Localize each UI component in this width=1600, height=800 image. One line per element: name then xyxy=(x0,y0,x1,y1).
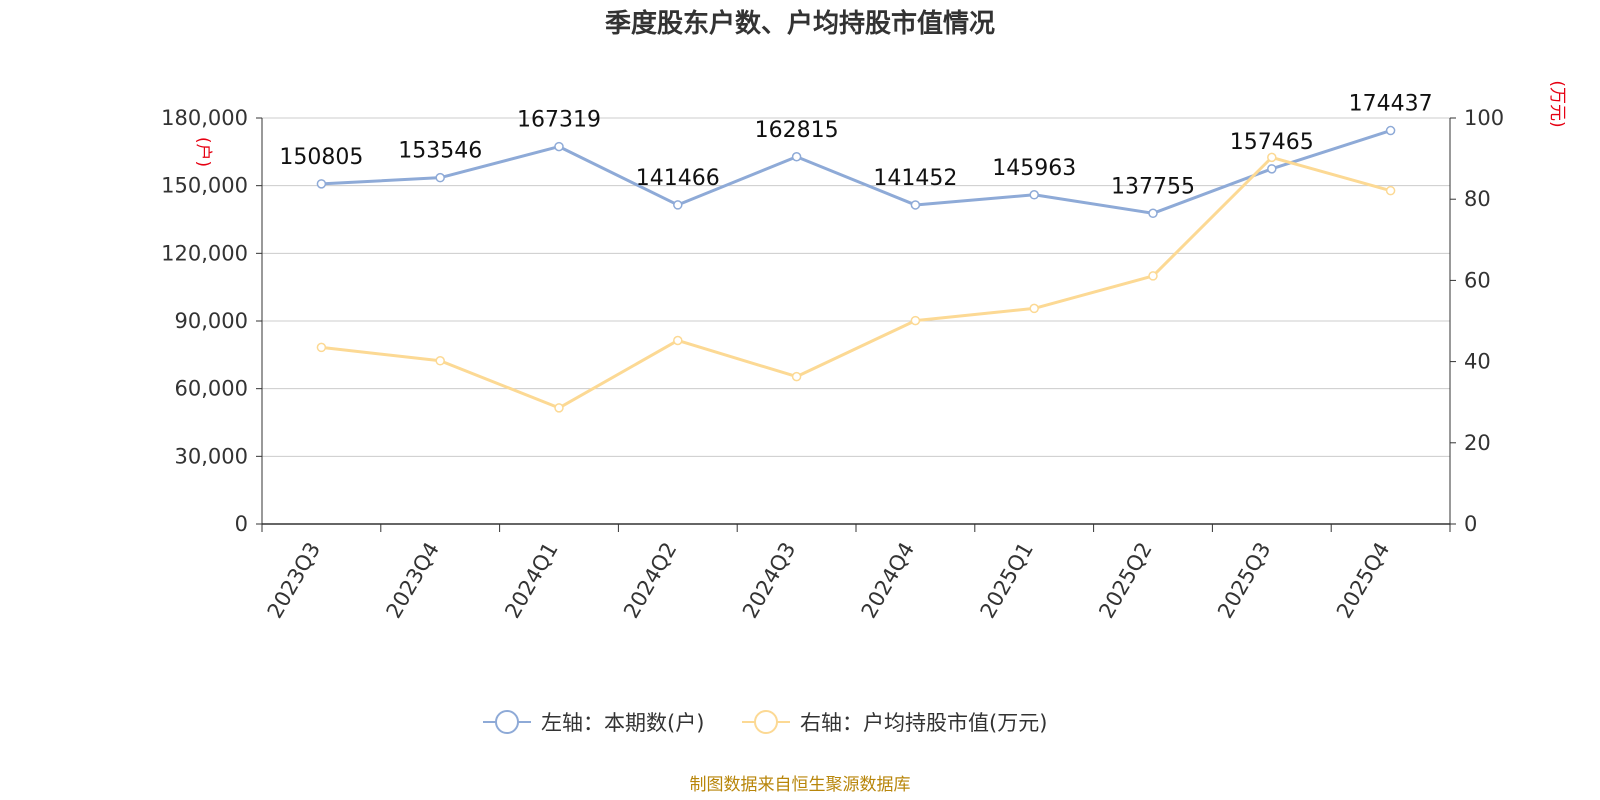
x-tick-label-7: 2025Q2 xyxy=(1094,538,1156,622)
series-1-point-5 xyxy=(910,315,921,326)
series-1-point-2 xyxy=(554,403,564,413)
data-label-8: 157465 xyxy=(1230,130,1314,155)
series-1-point-6 xyxy=(1029,303,1039,314)
x-tick-label-3: 2024Q2 xyxy=(619,538,681,622)
legend-item-left-series[interactable]: 左轴：本期数(户) xyxy=(483,710,704,735)
x-axis-ticks: 2023Q3 2023Q4 2024Q1 2024Q2 2024Q3 2024Q4 2025… xyxy=(261,524,1451,622)
data-label-0: 150805 xyxy=(279,145,363,170)
x-tick-label-2: 2024Q1 xyxy=(500,538,562,622)
left-tick-label-6: 180,000 xyxy=(161,106,248,130)
x-tick-label-4: 2024Q3 xyxy=(738,538,800,622)
series-0-point-3 xyxy=(673,200,683,210)
series-0-point-2 xyxy=(554,141,564,152)
x-tick-label-0: 2023Q3 xyxy=(263,538,325,622)
x-tick-label-8: 2025Q3 xyxy=(1213,538,1275,622)
series-0-point-7 xyxy=(1148,208,1158,219)
legend-label-left: 左轴：本期数(户) xyxy=(541,711,704,735)
series-1-point-7 xyxy=(1148,271,1158,281)
left-tick-label-5: 150,000 xyxy=(161,174,248,198)
left-axis-ticks: 0 30,000 60,000 90,000 120,000 150,000 180,000 xyxy=(161,106,262,536)
series-0-point-0 xyxy=(316,179,327,189)
legend-marker-right xyxy=(754,710,778,734)
data-label-5: 141452 xyxy=(873,166,957,191)
right-axis-unit: (万元) xyxy=(1547,80,1567,127)
series-0-point-4 xyxy=(791,152,802,162)
legend-item-right-series[interactable]: 右轴：户均持股市值(万元) xyxy=(742,710,1047,735)
data-label-1: 153546 xyxy=(398,139,482,164)
right-tick-label-5: 100 xyxy=(1464,106,1504,130)
data-label-7: 137755 xyxy=(1111,174,1195,199)
series-0-point-6 xyxy=(1029,190,1039,200)
x-tick-label-5: 2024Q4 xyxy=(857,538,919,622)
right-tick-label-2: 40 xyxy=(1464,350,1491,374)
right-tick-label-1: 20 xyxy=(1464,431,1491,455)
series-1-point-8 xyxy=(1267,152,1277,163)
chart-title: 季度股东户数、户均持股市值情况 xyxy=(605,8,995,39)
series-0-point-5 xyxy=(910,200,921,210)
series-1-point-4 xyxy=(791,371,802,382)
series-layer xyxy=(316,125,1396,413)
grid-lines xyxy=(262,117,1450,457)
source-note: 制图数据来自恒生聚源数据库 xyxy=(690,775,911,795)
series-line-1 xyxy=(321,155,1392,410)
left-tick-label-0: 0 xyxy=(235,512,248,536)
series-1-point-1 xyxy=(435,356,445,366)
left-axis-unit: (户) xyxy=(193,137,213,167)
legend-label-right: 右轴：户均持股市值(万元) xyxy=(800,711,1047,735)
x-tick-label-9: 2025Q4 xyxy=(1332,538,1394,622)
x-tick-label-1: 2023Q4 xyxy=(382,538,444,622)
data-labels: 150805 153546 167319 141466 162815 141452 1459… xyxy=(279,92,1432,200)
right-axis-ticks: 0 20 40 60 80 100 xyxy=(1450,106,1504,536)
x-tick-label-6: 2025Q1 xyxy=(976,538,1038,622)
series-1-point-3 xyxy=(673,335,683,346)
data-label-4: 162815 xyxy=(755,118,839,143)
data-label-6: 145963 xyxy=(992,156,1076,181)
left-tick-label-1: 30,000 xyxy=(175,444,248,468)
series-0-point-9 xyxy=(1385,125,1396,136)
left-tick-label-2: 60,000 xyxy=(175,377,248,401)
left-tick-label-3: 90,000 xyxy=(175,309,248,333)
data-label-3: 141466 xyxy=(636,166,720,191)
legend-marker-left xyxy=(495,710,519,734)
right-tick-label-4: 80 xyxy=(1464,187,1491,211)
series-0-point-1 xyxy=(435,172,445,183)
data-label-2: 167319 xyxy=(517,108,601,133)
right-tick-label-3: 60 xyxy=(1464,268,1491,292)
left-tick-label-4: 120,000 xyxy=(161,241,248,265)
right-tick-label-0: 0 xyxy=(1464,512,1477,536)
series-line-0 xyxy=(321,129,1392,215)
series-1-point-0 xyxy=(316,342,327,353)
series-1-point-9 xyxy=(1385,185,1396,196)
data-label-9: 174437 xyxy=(1349,92,1433,117)
legend: 左轴：本期数(户) 右轴：户均持股市值(万元) xyxy=(483,710,1047,735)
series-0-point-8 xyxy=(1267,164,1277,174)
